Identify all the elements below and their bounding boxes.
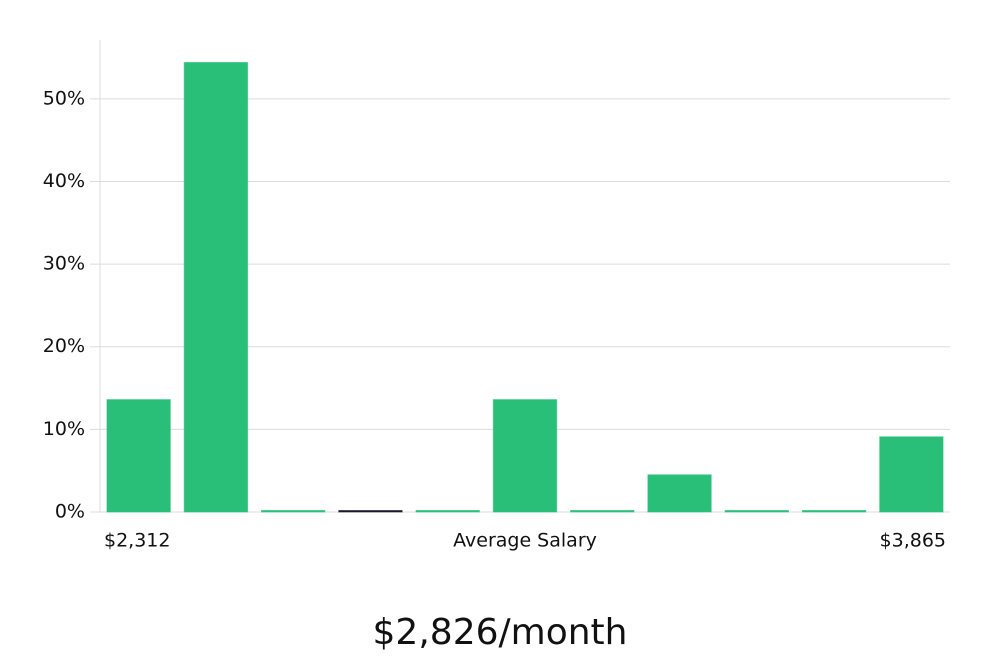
x-range-start: $2,312: [104, 530, 170, 552]
bar: [647, 474, 712, 513]
bar: [261, 510, 326, 513]
x-range-end: $3,865: [880, 530, 946, 552]
y-tick-label: 10%: [43, 418, 85, 440]
bar: [801, 510, 867, 513]
y-tick-label: 0%: [55, 501, 85, 523]
y-tick-label: 50%: [43, 87, 85, 109]
bar: [570, 510, 635, 513]
bar: [492, 399, 558, 513]
bar: [415, 510, 480, 513]
y-tick-label: 40%: [43, 170, 85, 192]
y-tick-label: 30%: [43, 253, 85, 275]
bar: [183, 61, 249, 513]
x-axis-label: Average Salary: [453, 530, 597, 552]
y-tick-label: 20%: [43, 335, 85, 357]
summary-annotation: $2,826/month: [373, 612, 628, 653]
bar: [724, 510, 789, 513]
bar: [338, 510, 403, 513]
bar: [879, 436, 944, 513]
bar: [106, 399, 171, 513]
